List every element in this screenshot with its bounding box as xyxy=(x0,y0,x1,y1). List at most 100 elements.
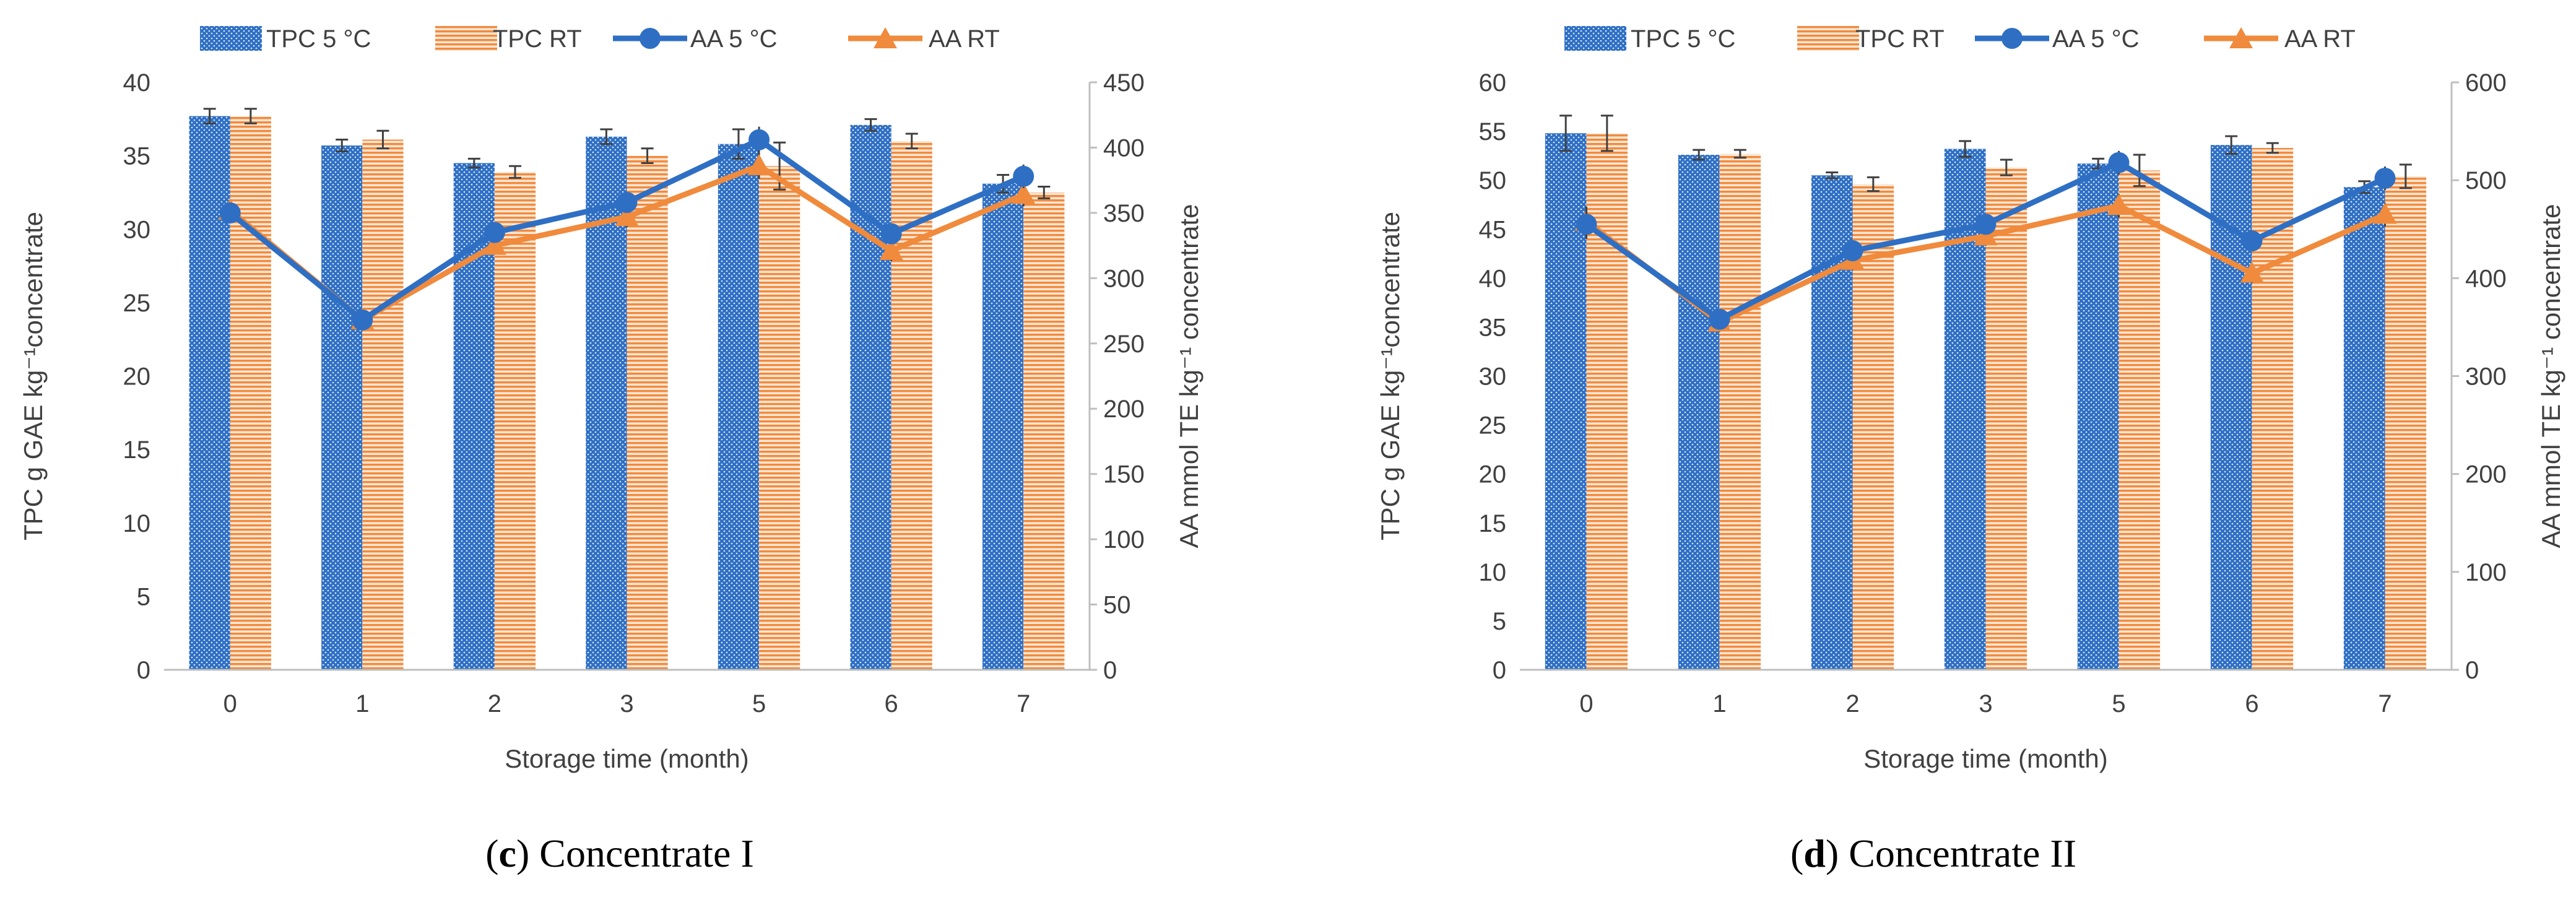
chart-concentrate-i: 0510152025303540050100150200250300350400… xyxy=(19,69,1203,773)
y-left-tick-label: 30 xyxy=(123,216,151,243)
y-left-tick-label: 5 xyxy=(137,583,150,610)
x-tick-label: 1 xyxy=(355,690,369,717)
y-left-tick-label: 50 xyxy=(1479,167,1507,194)
marker-aart xyxy=(747,154,771,175)
marker-aart xyxy=(1012,183,1036,204)
y-left-tick-label: 10 xyxy=(123,510,151,537)
marker-aart xyxy=(2373,202,2397,224)
y-right-tick-label: 350 xyxy=(1103,200,1145,227)
y-left-tick-label: 20 xyxy=(123,363,151,391)
x-axis-title: Storage time (month) xyxy=(1863,744,2108,773)
bar-tpcrt xyxy=(230,116,271,670)
y-left-tick-label: 0 xyxy=(137,657,150,684)
x-tick-label: 5 xyxy=(2112,690,2125,717)
y-left-tick-label: 10 xyxy=(1479,559,1507,586)
chart-concentrate-ii: 0510152025303540455055600100200300400500… xyxy=(1376,69,2565,773)
bar-tpc5 xyxy=(982,183,1024,670)
legend-label-aart: AA RT xyxy=(2284,25,2356,53)
bar-tpcrt xyxy=(1586,133,1628,670)
y-right-tick-label: 150 xyxy=(1103,461,1145,488)
y-left-tick-label: 40 xyxy=(1479,265,1507,292)
legend-marker-aa5 xyxy=(640,28,661,49)
caption-d-text: ) Concentrate II xyxy=(1826,831,2076,875)
legend-c: TPC 5 °C TPC RT AA 5 °C AA RT xyxy=(200,25,1000,53)
legend-marker-aart xyxy=(2229,27,2253,48)
x-tick-label: 0 xyxy=(1579,690,1593,717)
bar-tpcrt xyxy=(362,139,404,670)
y-right-axis-title: AA mmol TE kg⁻¹ concentrate xyxy=(2536,204,2565,548)
marker-aart xyxy=(879,239,903,261)
bar-tpcrt xyxy=(1023,192,1065,670)
caption-c-letter: c xyxy=(499,831,516,875)
y-left-tick-label: 15 xyxy=(1479,510,1507,537)
y-left-tick-label: 55 xyxy=(1479,118,1507,145)
y-left-tick-label: 45 xyxy=(1479,216,1507,243)
marker-aa5 xyxy=(1709,308,1730,330)
marker-aart xyxy=(615,205,639,227)
bar-tpcrt xyxy=(1985,167,2027,670)
y-left-tick-label: 5 xyxy=(1493,608,1506,635)
legend-label-aa5: AA 5 °C xyxy=(690,25,778,53)
bar-tpc5 xyxy=(321,145,363,670)
y-right-tick-label: 250 xyxy=(1103,331,1145,358)
y-left-tick-label: 20 xyxy=(1479,461,1507,488)
y-right-tick-label: 100 xyxy=(1103,526,1145,553)
y-right-tick-label: 50 xyxy=(1103,592,1131,619)
y-left-tick-label: 35 xyxy=(123,143,151,170)
x-tick-label: 6 xyxy=(885,690,898,717)
x-tick-label: 1 xyxy=(1712,690,1726,717)
y-left-tick-label: 0 xyxy=(1493,657,1506,684)
bar-tpcrt xyxy=(759,166,800,670)
marker-aart xyxy=(482,233,506,255)
y-left-axis-title: TPC g GAE kg⁻¹concentrate xyxy=(1376,212,1405,540)
x-axis-title: Storage time (month) xyxy=(505,744,749,773)
bar-tpc5 xyxy=(718,144,760,670)
bar-tpc5 xyxy=(2210,145,2252,670)
y-right-tick-label: 200 xyxy=(2465,461,2507,488)
legend-label-tpc5: TPC 5 °C xyxy=(1631,25,1735,53)
marker-aa5 xyxy=(2374,168,2396,189)
marker-aa5 xyxy=(1975,214,1997,235)
legend-swatch-tpc5 xyxy=(200,26,262,51)
y-right-tick-label: 300 xyxy=(1103,265,1145,292)
bar-tpc5 xyxy=(1678,155,1720,670)
caption-d-letter: d xyxy=(1803,831,1826,875)
marker-aa5 xyxy=(2108,152,2130,173)
y-right-tick-label: 0 xyxy=(1103,657,1117,684)
legend-swatch-tpc5 xyxy=(1564,26,1626,51)
caption-c-text: ) Concentrate I xyxy=(516,831,754,875)
legend-label-tpcrt: TPC RT xyxy=(493,25,582,53)
marker-aa5 xyxy=(219,202,241,223)
bar-tpcrt xyxy=(494,171,536,670)
y-right-tick-label: 400 xyxy=(1103,134,1145,162)
bar-tpc5 xyxy=(2077,163,2119,670)
legend-label-tpcrt: TPC RT xyxy=(1855,25,1945,53)
x-tick-label: 0 xyxy=(223,690,237,717)
marker-aa5 xyxy=(1842,240,1863,262)
y-right-tick-label: 200 xyxy=(1103,396,1145,423)
marker-aa5 xyxy=(616,192,638,214)
x-tick-label: 2 xyxy=(1845,690,1859,717)
x-tick-label: 2 xyxy=(488,690,501,717)
y-left-tick-label: 25 xyxy=(1479,412,1507,440)
marker-aa5 xyxy=(1576,214,1597,235)
marker-aart xyxy=(2107,194,2131,215)
legend-label-aart: AA RT xyxy=(929,25,1000,53)
legend-marker-aart xyxy=(874,27,897,48)
legend-swatch-tpcrt xyxy=(1797,26,1859,51)
y-left-tick-label: 35 xyxy=(1479,314,1507,341)
bar-tpcrt xyxy=(627,155,668,670)
marker-aa5 xyxy=(2241,230,2263,252)
y-right-tick-label: 100 xyxy=(2465,559,2507,586)
legend-swatch-tpcrt xyxy=(435,26,497,51)
marker-aa5 xyxy=(484,222,505,243)
bar-tpc5 xyxy=(1545,133,1587,670)
bar-tpc5 xyxy=(850,124,891,670)
y-left-tick-label: 40 xyxy=(123,69,151,97)
legend-label-aa5: AA 5 °C xyxy=(2052,25,2140,53)
marker-aa5 xyxy=(352,309,373,331)
x-tick-label: 3 xyxy=(620,690,633,717)
bar-tpc5 xyxy=(2343,187,2385,670)
legend-d: TPC 5 °C TPC RT AA 5 °C AA RT xyxy=(1564,25,2356,53)
